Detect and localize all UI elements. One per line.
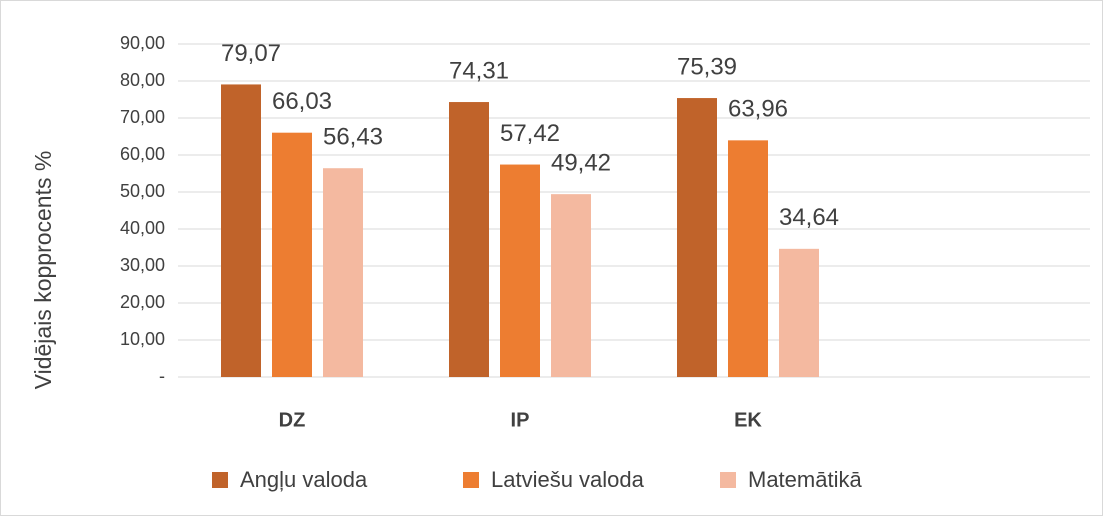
legend-label: Matemātikā [748, 467, 862, 492]
y-axis-title: Vidējais kopprocents % [30, 151, 56, 390]
y-tick-label: 20,00 [120, 292, 165, 312]
y-tick-label: 10,00 [120, 329, 165, 349]
y-tick-label: - [159, 366, 165, 386]
x-tick-label: EK [734, 409, 762, 431]
bar [677, 98, 717, 377]
legend-swatch [463, 472, 479, 488]
bar [779, 248, 819, 377]
y-tick-label: 50,00 [120, 181, 165, 201]
x-tick-label: DZ [279, 409, 306, 431]
data-label: 66,03 [272, 88, 332, 115]
data-label: 63,96 [728, 96, 788, 123]
y-tick-label: 90,00 [120, 33, 165, 53]
bar [449, 102, 489, 377]
bar [221, 84, 261, 377]
bar [272, 132, 312, 377]
data-label: 34,64 [779, 204, 839, 231]
legend-label: Latviešu valoda [491, 467, 645, 492]
data-label: 74,31 [449, 57, 509, 84]
data-label: 56,43 [323, 124, 383, 151]
data-label: 49,42 [551, 149, 611, 176]
legend-label: Angļu valoda [240, 467, 368, 492]
y-tick-label: 70,00 [120, 107, 165, 127]
legend-swatch [212, 472, 228, 488]
y-tick-label: 60,00 [120, 144, 165, 164]
data-label: 75,39 [677, 53, 737, 80]
y-tick-label: 30,00 [120, 255, 165, 275]
data-label: 57,42 [500, 120, 560, 147]
y-tick-label: 40,00 [120, 218, 165, 238]
x-tick-label: IP [511, 409, 530, 431]
bar [728, 140, 768, 377]
bar [500, 164, 540, 377]
data-label: 79,07 [221, 40, 281, 67]
legend-swatch [720, 472, 736, 488]
y-tick-label: 80,00 [120, 70, 165, 90]
bar [551, 194, 591, 377]
bar [323, 168, 363, 377]
